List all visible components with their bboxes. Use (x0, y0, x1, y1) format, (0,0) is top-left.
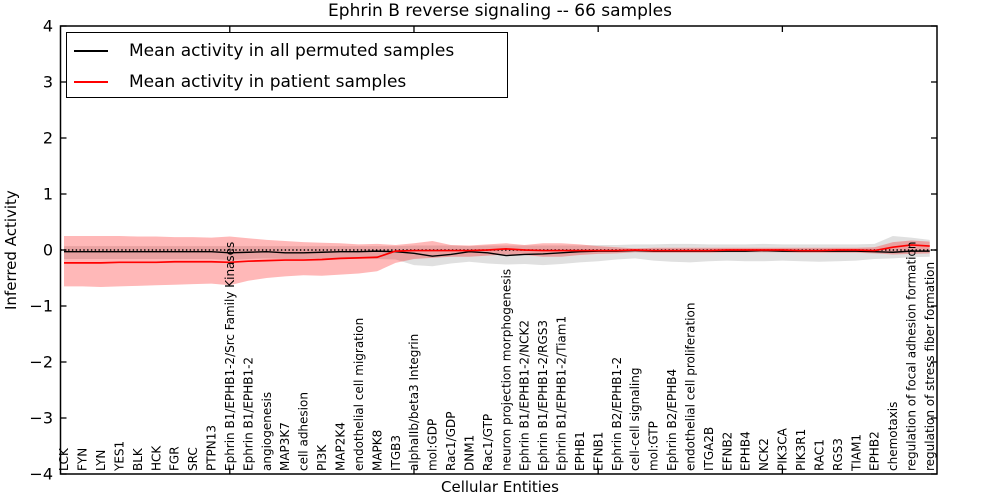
y-tick-label: 1 (43, 185, 53, 204)
x-category-label: PTPN13 (205, 425, 219, 471)
chart-title: Ephrin B reverse signaling -- 66 samples (328, 1, 672, 21)
x-category-label: MAP3K7 (278, 422, 292, 471)
legend-label: Mean activity in all permuted samples (129, 40, 455, 61)
x-category-label: Ephrin B1/EPHB1-2/NCK2 (518, 320, 532, 471)
x-category-label: EFNB1 (591, 432, 605, 471)
x-category-label: cell adhesion (297, 392, 311, 471)
x-category-label: Ephrin B1/EPHB1-2/RGS3 (536, 320, 550, 471)
x-category-label: PIK3CA (776, 427, 790, 471)
x-category-label: ITGA2B (702, 427, 716, 471)
permuted-mean-line (64, 249, 930, 257)
x-category-label: EPHB1 (573, 431, 587, 471)
legend-entry-permuted: Mean activity in all permuted samples (67, 35, 507, 66)
y-tick-label: −1 (29, 297, 53, 316)
x-category-label: ITGB3 (389, 435, 403, 471)
x-category-label: mol:GTP (647, 421, 661, 471)
x-category-label: FGR (168, 446, 182, 471)
x-category-label: angiogenesis (260, 392, 274, 471)
x-category-label: EFNB2 (720, 432, 734, 471)
x-category-label: endothelial cell migration (352, 318, 366, 471)
x-category-label: mol:GDP (426, 419, 440, 471)
x-category-label: BLK (131, 447, 145, 471)
y-tick-label: 2 (43, 129, 53, 148)
x-category-label: cell-cell signaling (628, 368, 642, 472)
x-category-label: endothelial cell proliferation (683, 303, 697, 471)
y-tick-label: 4 (43, 17, 53, 36)
x-category-label: RAC1 (812, 439, 826, 471)
x-category-label: DNM1 (462, 435, 476, 471)
x-category-label: Ephrin B1/EPHB1-2/Tiam1 (555, 316, 569, 471)
y-axis-label: Inferred Activity (2, 190, 20, 310)
x-category-label: Ephrin B2/EPHB4 (665, 369, 679, 471)
x-category-label: LYN (94, 450, 108, 471)
x-category-label: EPHB2 (868, 431, 882, 471)
patient-mean-line (64, 244, 930, 264)
x-category-label: regulation of stress fiber formation (923, 262, 937, 471)
x-category-label: PIK3R1 (794, 429, 808, 471)
x-category-label: Ephrin B1/EPHB1-2 (241, 357, 255, 471)
legend-label: Mean activity in patient samples (129, 71, 407, 92)
x-category-label: SRC (186, 447, 200, 471)
x-category-label: chemotaxis (886, 402, 900, 471)
x-category-label: FYN (76, 448, 90, 471)
x-category-label: LCK (57, 447, 71, 471)
x-category-label: Ephrin B1/EPHB1-2/Src Family Kinases (223, 242, 237, 471)
x-category-label: NCK2 (757, 438, 771, 471)
x-category-label: PI3K (315, 444, 329, 471)
permuted-std-band (64, 236, 930, 267)
legend-line-sample-red (74, 80, 108, 83)
x-category-label: alphaIIb/beta3 Integrin (407, 334, 421, 471)
x-category-label: TIAM1 (849, 434, 863, 472)
x-category-label: HCK (149, 445, 163, 471)
x-category-label: Rac1/GTP (481, 414, 495, 471)
x-category-label: Rac1/GDP (444, 412, 458, 471)
y-tick-label: −3 (29, 409, 53, 428)
legend-entry-patient: Mean activity in patient samples (67, 66, 507, 97)
y-tick-label: 3 (43, 73, 53, 92)
x-category-label: YES1 (112, 441, 126, 472)
y-tick-label: −2 (29, 353, 53, 372)
legend: Mean activity in all permuted samples Me… (66, 32, 508, 98)
x-category-label: neuron projection morphogenesis (499, 269, 513, 471)
y-tick-label: 0 (43, 241, 53, 260)
x-category-label: MAP2K4 (334, 422, 348, 471)
x-axis-label: Cellular Entities (441, 478, 559, 496)
legend-line-sample-black (74, 49, 108, 52)
x-category-label: RGS3 (831, 438, 845, 471)
x-category-label: MAPK8 (370, 430, 384, 471)
x-category-label: regulation of focal adhesion formation (905, 242, 919, 471)
y-tick-label: −4 (29, 465, 53, 484)
patient-std-band (64, 236, 930, 287)
x-category-label: EPHB4 (739, 431, 753, 471)
x-category-label: Ephrin B2/EPHB1-2 (610, 357, 624, 471)
